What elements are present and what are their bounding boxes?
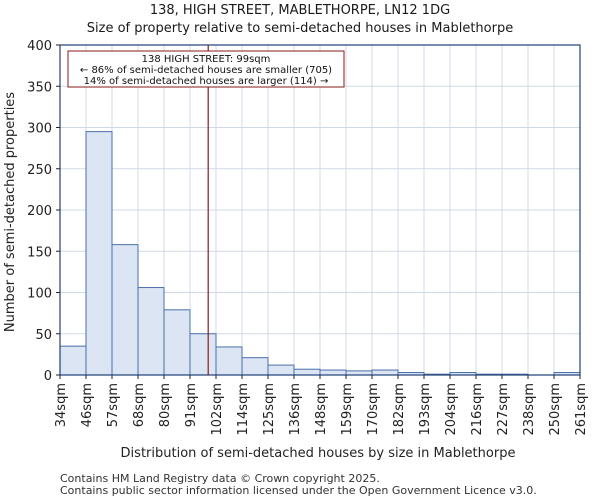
annotation-line: ← 86% of semi-detached houses are smalle… — [80, 65, 332, 76]
chart-subtitle: Size of property relative to semi-detach… — [87, 21, 513, 36]
y-tick-label: 150 — [27, 245, 52, 260]
y-axis-label: Number of semi-detached properties — [3, 92, 18, 332]
footer-line-2: Contains public sector information licen… — [60, 484, 537, 497]
x-tick-label: 193sqm — [418, 383, 433, 436]
x-tick-label: 136sqm — [288, 383, 303, 436]
y-tick-label: 50 — [35, 328, 52, 343]
bar — [345, 370, 373, 376]
x-tick-label: 250sqm — [548, 383, 563, 436]
y-tick-label: 250 — [27, 163, 52, 178]
annotation-line: 14% of semi-detached houses are larger (… — [84, 76, 329, 87]
y-tick-label: 100 — [27, 287, 52, 302]
y-tick-label: 200 — [27, 204, 52, 219]
x-tick-label: 57sqm — [106, 383, 121, 427]
x-tick-label: 148sqm — [314, 383, 329, 436]
x-tick-label: 68sqm — [132, 383, 147, 427]
y-tick-label: 300 — [27, 122, 52, 137]
bars — [59, 131, 581, 376]
x-tick-label: 46sqm — [80, 383, 95, 427]
bar — [137, 287, 165, 376]
footer-line-1: Contains HM Land Registry data © Crown c… — [60, 472, 380, 485]
x-tick-label: 204sqm — [444, 383, 459, 436]
bar — [111, 244, 139, 376]
x-ticks: 34sqm 46sqm 57sqm 68sqm 80sqm 91sqm 102sqm 114s… — [54, 375, 589, 436]
x-tick-label: 114sqm — [236, 383, 251, 436]
bar — [163, 309, 191, 376]
x-tick-label: 159sqm — [340, 383, 355, 436]
x-tick-label: 182sqm — [392, 383, 407, 436]
annotation-line: 138 HIGH STREET: 99sqm — [142, 54, 271, 65]
y-tick-label: 350 — [27, 80, 52, 95]
annotation-box — [67, 50, 345, 88]
y-ticks: 0 50 100 150 200 250 300 350 400 — [27, 39, 60, 384]
x-tick-label: 102sqm — [210, 383, 225, 436]
x-tick-label: 261sqm — [574, 383, 589, 436]
x-tick-label: 34sqm — [54, 383, 69, 427]
bar — [85, 131, 113, 376]
x-tick-label: 216sqm — [470, 383, 485, 436]
chart-title: 138, HIGH STREET, MABLETHORPE, LN12 1DG — [150, 3, 450, 18]
x-tick-label: 170sqm — [366, 383, 381, 436]
x-tick-label: 80sqm — [158, 383, 173, 427]
bar — [319, 369, 347, 376]
bar — [371, 369, 399, 376]
x-tick-label: 227sqm — [496, 383, 511, 436]
bar — [293, 368, 321, 376]
y-tick-label: 400 — [27, 39, 52, 54]
bar — [267, 364, 295, 376]
bar — [59, 345, 87, 376]
x-tick-label: 238sqm — [522, 383, 537, 436]
bar — [241, 357, 269, 376]
x-tick-label: 125sqm — [262, 383, 277, 436]
x-tick-label: 91sqm — [184, 383, 199, 427]
y-tick-label: 0 — [44, 369, 52, 384]
bar — [189, 333, 217, 376]
marker: 138 HIGH STREET: 99sqm← 86% of semi-deta… — [67, 45, 345, 375]
x-axis-label: Distribution of semi-detached houses by … — [121, 446, 516, 461]
bar — [215, 346, 243, 376]
